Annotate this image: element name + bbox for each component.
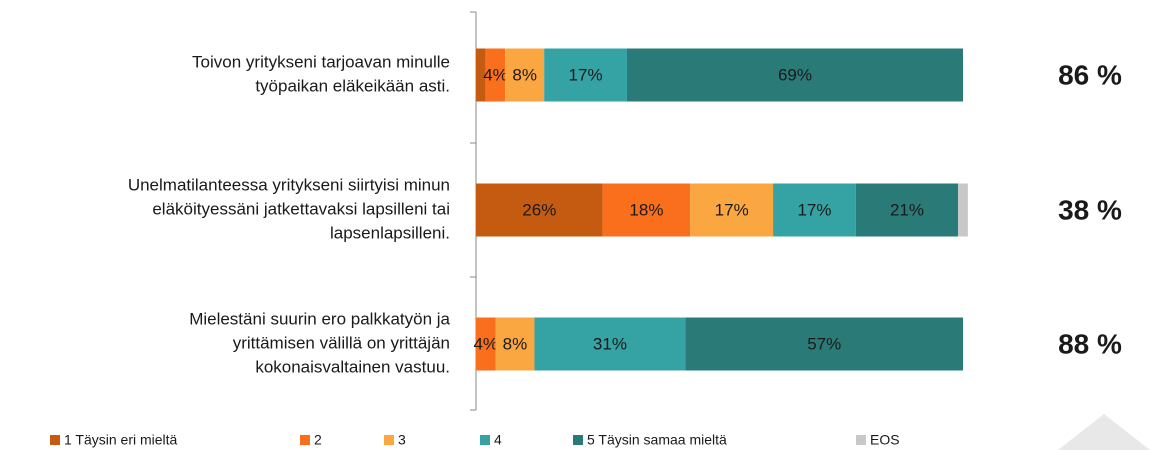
- bar-segment: [476, 317, 496, 371]
- bar-segment: [495, 317, 535, 371]
- bar-segment: [690, 183, 774, 237]
- data-label: 4%: [473, 334, 498, 353]
- legend-label: EOS: [870, 432, 900, 448]
- category-label: työpaikan eläkeikään asti.: [255, 76, 450, 95]
- data-label: 17%: [715, 200, 749, 219]
- corner-triangle: [1058, 414, 1150, 450]
- bar-segment: [476, 183, 603, 237]
- legend-label: 2: [314, 432, 322, 448]
- data-label: 69%: [778, 65, 812, 84]
- data-label: 8%: [512, 65, 537, 84]
- legend-label: 1 Täysin eri mieltä: [64, 432, 178, 448]
- bar-segment: [544, 48, 627, 102]
- bar-segment: [505, 48, 545, 102]
- category-label: Unelmatilanteessa yritykseni siirtyisi m…: [128, 175, 450, 194]
- data-label: 21%: [890, 200, 924, 219]
- bar-segment: [626, 48, 963, 102]
- category-label: eläköityessäni jatkettavaksi lapsilleni …: [152, 199, 450, 218]
- bar-segment: [602, 183, 691, 237]
- legend-label: 4: [494, 432, 502, 448]
- data-label: 57%: [807, 334, 841, 353]
- bar-segment: [855, 183, 959, 237]
- bar-segment: [773, 183, 856, 237]
- bar-segment: [476, 48, 486, 102]
- data-label: 26%: [522, 200, 556, 219]
- legend-swatch: [856, 435, 866, 445]
- data-label: 17%: [797, 200, 831, 219]
- legend-swatch: [573, 435, 583, 445]
- bar-segment: [685, 317, 963, 371]
- category-label: kokonaisvaltainen vastuu.: [255, 357, 450, 376]
- data-label: 31%: [593, 334, 627, 353]
- legend-swatch: [480, 435, 490, 445]
- data-label: 4%: [483, 65, 508, 84]
- total-label: 38 %: [1058, 194, 1122, 225]
- legend-swatch: [384, 435, 394, 445]
- bar-segment: [958, 183, 968, 237]
- category-label: Toivon yritykseni tarjoavan minulle: [192, 52, 450, 71]
- legend-swatch: [300, 435, 310, 445]
- category-label: Mielestäni suurin ero palkkatyön ja: [189, 309, 450, 328]
- category-label: lapsenlapsilleni.: [330, 223, 450, 242]
- data-label: 8%: [503, 334, 528, 353]
- category-label: yrittämisen välillä on yrittäjän: [233, 333, 450, 352]
- total-label: 88 %: [1058, 328, 1122, 359]
- data-label: 18%: [629, 200, 663, 219]
- legend-label: 5 Täysin samaa mieltä: [587, 432, 727, 448]
- legend-label: 3: [398, 432, 406, 448]
- bar-segment: [534, 317, 686, 371]
- legend-swatch: [50, 435, 60, 445]
- bar-segment: [485, 48, 506, 102]
- data-label: 17%: [569, 65, 603, 84]
- total-label: 86 %: [1058, 59, 1122, 90]
